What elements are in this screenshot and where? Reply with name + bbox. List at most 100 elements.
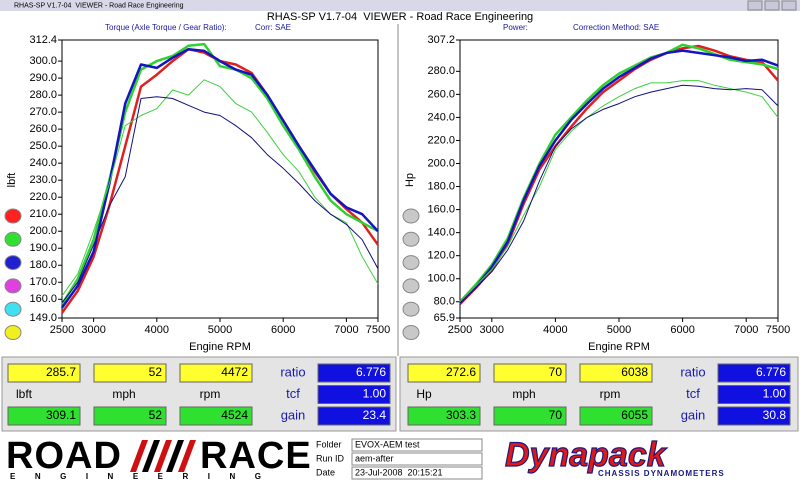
close-button[interactable] — [781, 0, 797, 11]
current-value: 6038 — [621, 365, 648, 379]
factor-box — [717, 363, 791, 383]
y-tick-label: 190.0 — [29, 242, 57, 254]
unit-label: lbft — [16, 387, 33, 401]
x-axis-label: Engine RPM — [189, 341, 251, 353]
info-value: EVOX-AEM test — [355, 439, 420, 449]
unit-label: Hp — [416, 387, 432, 401]
y-tick-label: 312.4 — [29, 34, 57, 46]
legend-dot[interactable] — [4, 301, 22, 317]
y-tick-label: 240.0 — [29, 157, 57, 169]
factor-box — [317, 406, 391, 426]
current-box — [493, 363, 567, 383]
peak-value: 6055 — [621, 408, 648, 422]
plot-area — [459, 39, 779, 319]
y-tick-label: 300.0 — [29, 55, 57, 67]
legend-dot[interactable] — [402, 255, 420, 271]
legend-dot[interactable] — [4, 231, 22, 247]
factor-box — [317, 363, 391, 383]
x-tick-label: 2500 — [448, 324, 472, 336]
x-tick-label: 5000 — [208, 324, 232, 336]
legend-dot[interactable] — [4, 255, 22, 271]
logo-stripe — [154, 440, 172, 472]
unit-label: rpm — [200, 387, 221, 401]
factor-value: 30.8 — [763, 408, 787, 422]
y-tick-label: 200.0 — [29, 225, 57, 237]
unit-label: rpm — [600, 387, 621, 401]
road-race-logo: ROAD RACE ENGINEERING — [6, 435, 312, 481]
legend-dot[interactable] — [402, 278, 420, 294]
y-tick-label: 250.0 — [29, 140, 57, 152]
current-value: 52 — [149, 365, 163, 379]
logo-race: RACE — [200, 435, 312, 477]
peak-value: 70 — [549, 408, 563, 422]
logo-stripe — [178, 440, 196, 472]
legend-dot[interactable] — [402, 301, 420, 317]
legend-dot[interactable] — [4, 278, 22, 294]
current-box — [7, 363, 81, 383]
info-box — [351, 452, 483, 466]
logo-stripe — [130, 440, 148, 472]
series-line — [459, 80, 779, 303]
title-bar — [0, 0, 800, 11]
y-tick-label: 160.0 — [29, 293, 57, 305]
x-tick-label: 2500 — [50, 324, 74, 336]
window-title: RHAS-SP V1.7-04 VIEWER - Road Race Engin… — [14, 2, 184, 9]
factor-label: tcf — [686, 386, 700, 401]
factor-value: 1.00 — [763, 387, 787, 401]
legend-dot[interactable] — [4, 208, 22, 224]
factor-value: 6.776 — [756, 365, 786, 379]
y-tick-label: 280.0 — [427, 65, 455, 77]
factor-label: gain — [281, 407, 306, 422]
chart-subtitle: Corr: SAE — [255, 23, 291, 32]
logo-stripe — [166, 440, 184, 472]
current-box — [179, 363, 253, 383]
x-tick-label: 7500 — [766, 324, 790, 336]
x-tick-label: 4000 — [543, 324, 567, 336]
info-label: Run ID — [316, 453, 345, 463]
series-line — [459, 49, 779, 304]
peak-value: 309.1 — [46, 408, 76, 422]
logo-dynapack-sub: CHASSIS DYNAMOMETERS — [598, 469, 725, 478]
current-value: 70 — [549, 365, 563, 379]
current-value: 285.7 — [46, 365, 76, 379]
minimize-button[interactable] — [747, 0, 763, 11]
y-axis-label: lbft — [6, 173, 18, 188]
unit-label: mph — [112, 387, 135, 401]
y-tick-label: 280.0 — [29, 89, 57, 101]
peak-value: 303.3 — [446, 408, 476, 422]
peak-box — [493, 406, 567, 426]
x-tick-label: 4000 — [145, 324, 169, 336]
series-line — [61, 96, 379, 304]
factor-box — [317, 385, 391, 404]
y-tick-label: 120.0 — [427, 250, 455, 262]
x-tick-label: 3000 — [81, 324, 105, 336]
info-label: Date — [316, 467, 335, 477]
info-value: 23-Jul-2008 20:15:21 — [355, 467, 443, 477]
maximize-button[interactable] — [764, 0, 780, 11]
factor-value: 6.776 — [356, 365, 386, 379]
unit-label: mph — [512, 387, 535, 401]
series-line — [459, 84, 779, 304]
y-tick-label: 180.0 — [29, 259, 57, 271]
legend-dot[interactable] — [4, 325, 22, 340]
y-tick-label: 80.0 — [434, 296, 455, 308]
info-box — [351, 438, 483, 452]
legend-dot[interactable] — [402, 231, 420, 247]
x-tick-label: 7000 — [334, 324, 358, 336]
y-tick-label: 149.0 — [29, 312, 57, 324]
series-line — [61, 79, 379, 297]
legend-dot[interactable] — [402, 325, 420, 340]
factor-label: tcf — [286, 386, 300, 401]
y-tick-label: 160.0 — [427, 203, 455, 215]
legend-dot[interactable] — [402, 208, 420, 224]
peak-value: 4524 — [221, 408, 248, 422]
peak-box — [7, 406, 81, 426]
info-box — [351, 466, 483, 480]
y-tick-label: 290.0 — [29, 72, 57, 84]
y-tick-label: 65.9 — [434, 312, 455, 324]
current-value: 272.6 — [446, 365, 476, 379]
x-tick-label: 7500 — [366, 324, 390, 336]
x-tick-label: 6000 — [670, 324, 694, 336]
factor-value: 1.00 — [363, 387, 387, 401]
